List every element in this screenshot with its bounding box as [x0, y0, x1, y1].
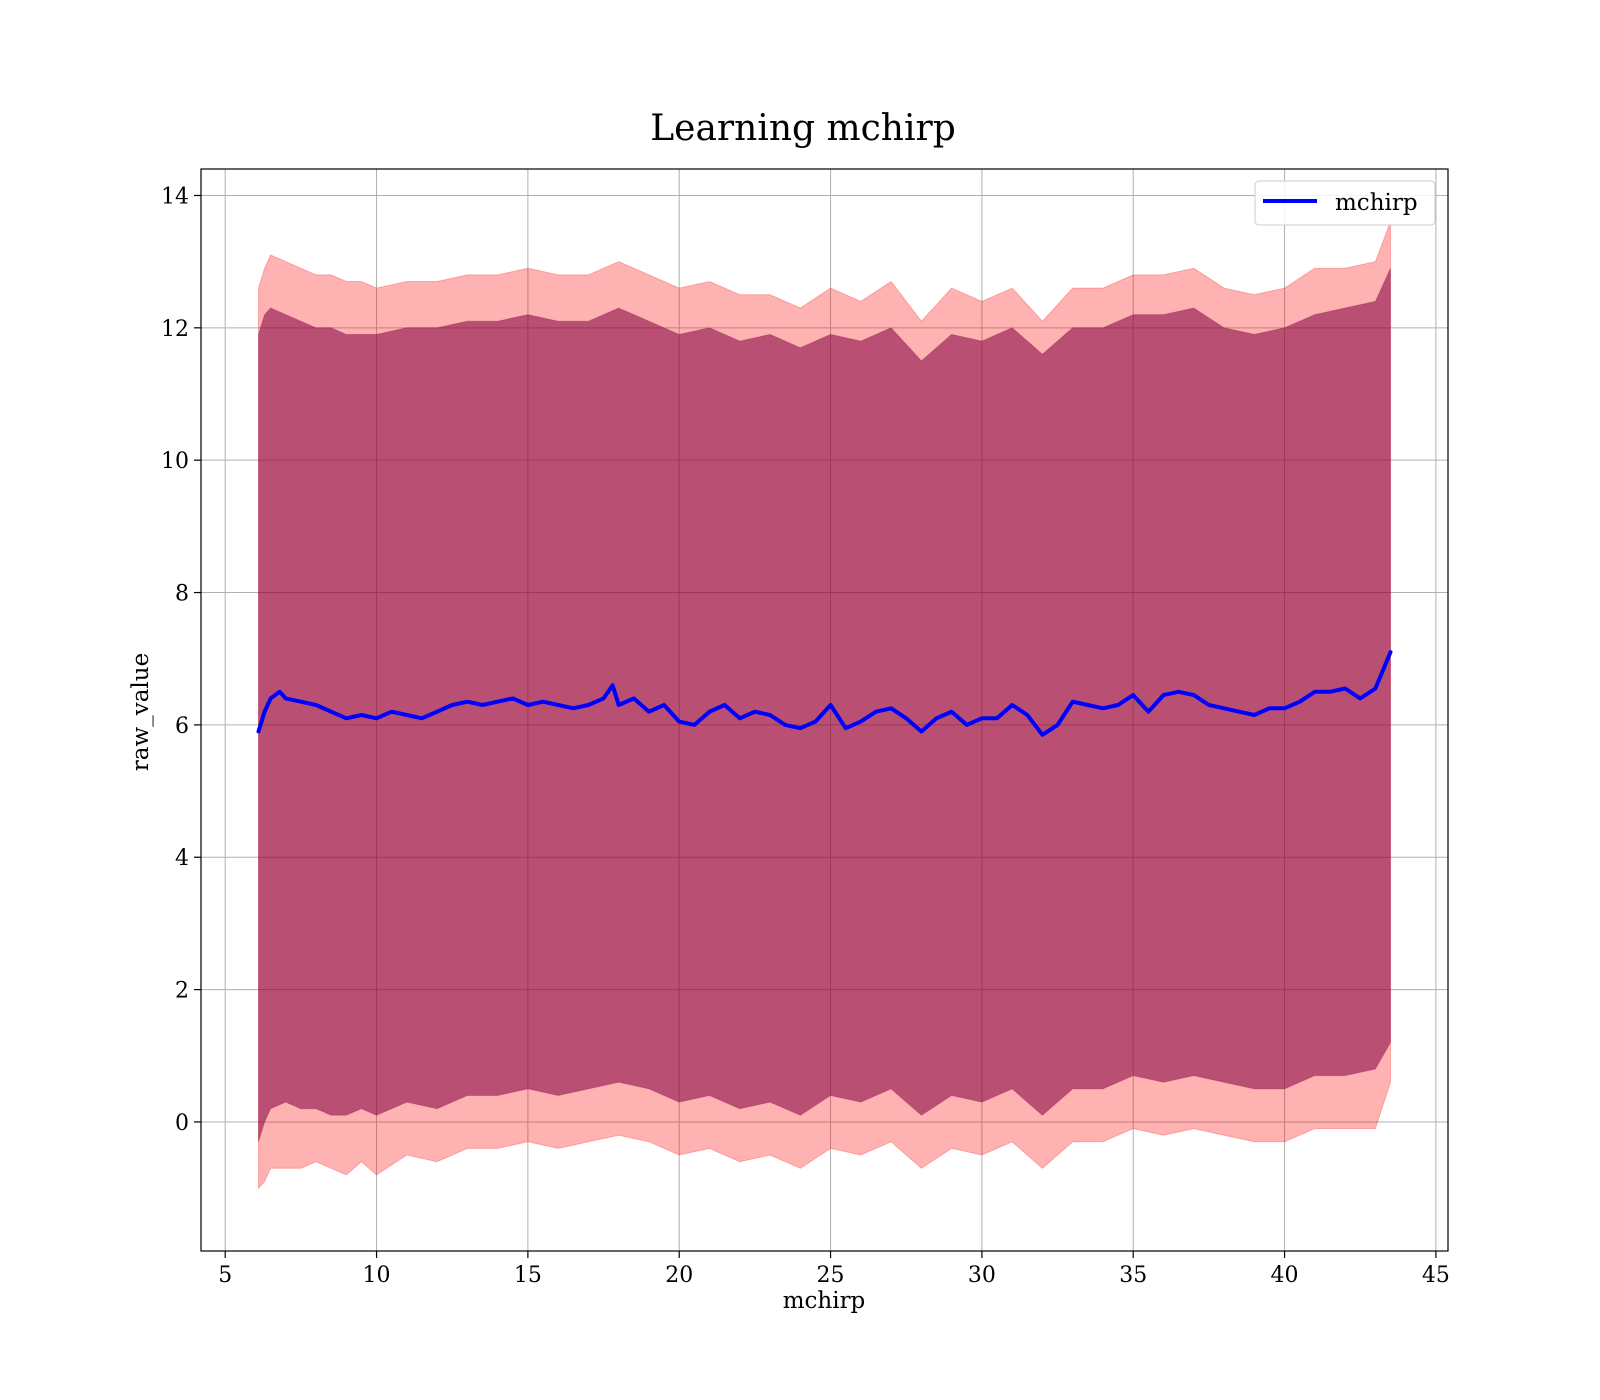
plot-frame	[200, 168, 1449, 1252]
y-tick-label: 0	[175, 1111, 189, 1136]
y-axis-label: raw_value	[128, 653, 154, 771]
x-axis-label: mchirp	[783, 1288, 866, 1314]
x-tick-label: 5	[218, 1263, 232, 1288]
x-tick-label: 30	[968, 1263, 996, 1288]
legend: mchirp	[1254, 180, 1436, 226]
chart-title: Learning mchirp	[650, 108, 956, 149]
series-group	[256, 650, 1393, 737]
x-tick-label: 10	[363, 1263, 391, 1288]
y-tick-label: 6	[175, 714, 189, 739]
y-tick-label: 14	[161, 184, 189, 209]
series-line-mchirp	[256, 650, 1393, 737]
y-axis-ticks: 0 2 4 6 8 10 12 14	[161, 184, 201, 1136]
y-tick-label: 10	[161, 449, 189, 474]
y-tick-label: 12	[161, 317, 189, 342]
legend-box	[1254, 180, 1436, 226]
band-inner	[258, 268, 1391, 1142]
x-axis-ticks: 5 10 15 20 25 30 35 40 45	[218, 1251, 1450, 1288]
x-tick-label: 35	[1119, 1263, 1147, 1288]
x-tick-label: 45	[1422, 1263, 1450, 1288]
x-tick-label: 20	[665, 1263, 693, 1288]
y-tick-label: 2	[175, 979, 189, 1004]
confidence-bands	[258, 221, 1391, 1190]
y-tick-label: 8	[175, 582, 189, 607]
x-tick-label: 40	[1271, 1263, 1299, 1288]
y-tick-label: 4	[175, 846, 189, 871]
x-tick-label: 25	[817, 1263, 845, 1288]
x-tick-label: 15	[514, 1263, 542, 1288]
legend-entry-label: mchirp	[1335, 190, 1418, 216]
